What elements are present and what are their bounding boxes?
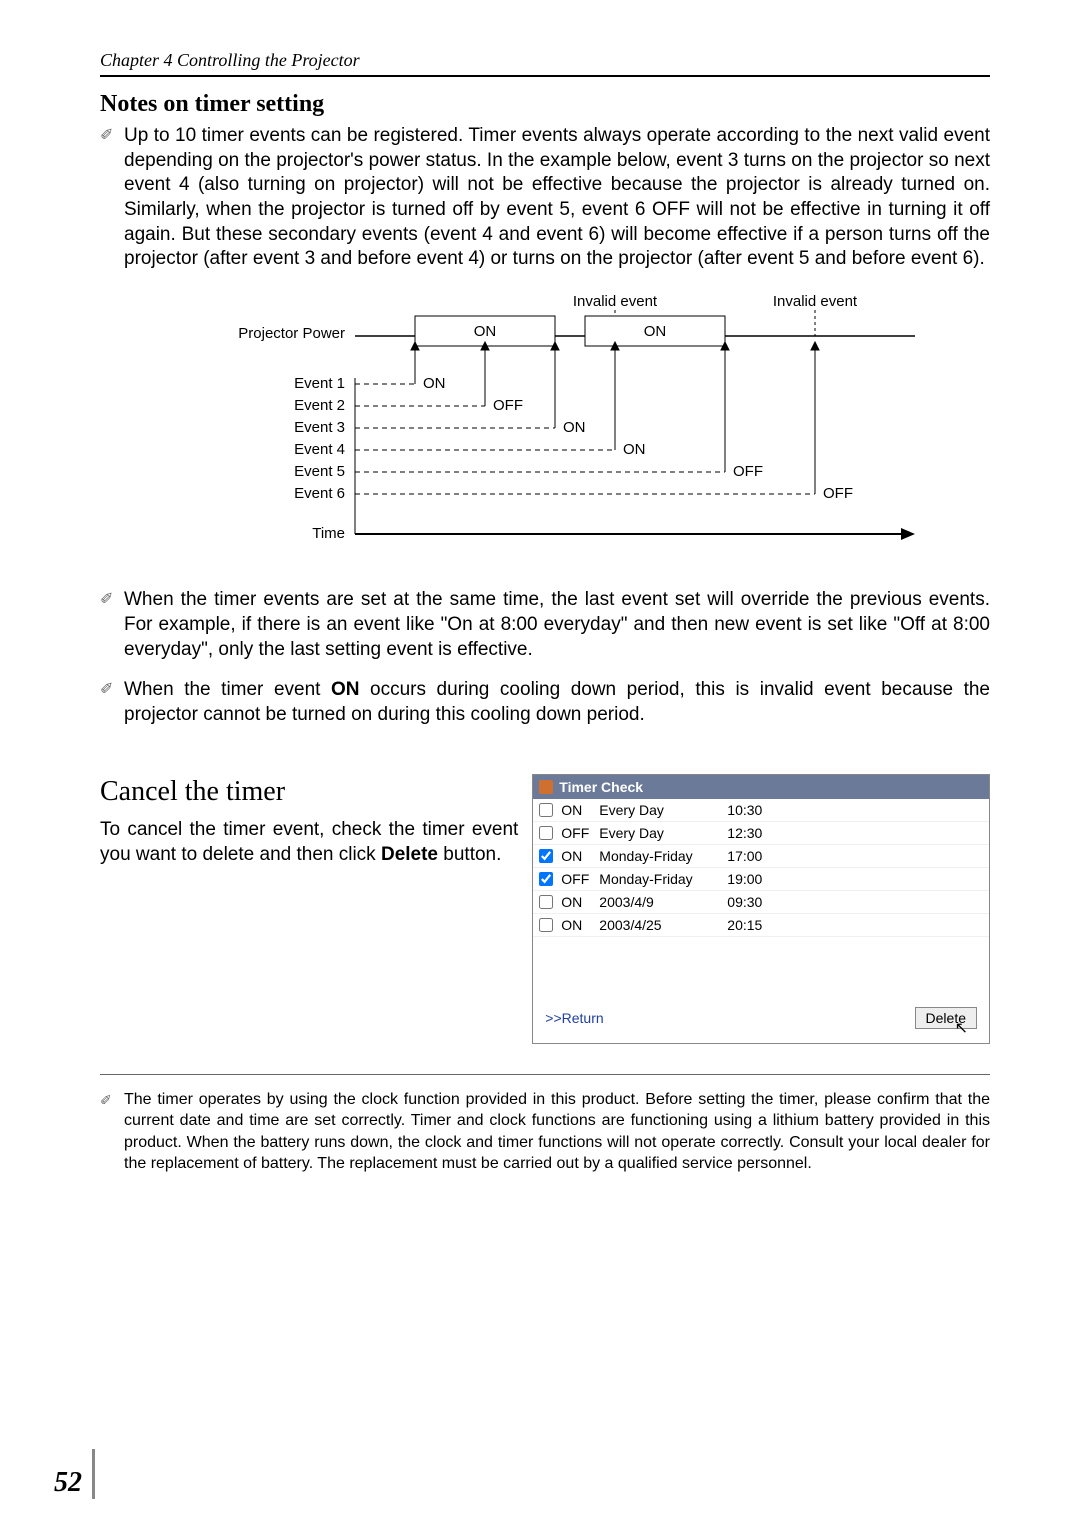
timer-row-time: 10:30 (727, 802, 777, 818)
cursor-icon: ↖ (955, 1018, 968, 1038)
timer-row-action: ON (561, 917, 591, 933)
para2-text: When the timer events are set at the sam… (124, 589, 990, 659)
timer-row: ON 2003/4/9 09:30 (533, 891, 989, 914)
event4-val: ON (623, 441, 646, 458)
timer-row: ON 2003/4/25 20:15 (533, 914, 989, 937)
page-number: 52 (54, 1467, 82, 1499)
event1-label: Event 1 (294, 375, 345, 392)
footnote: ✐ The timer operates by using the clock … (100, 1089, 990, 1175)
timer-list: ON Every Day 10:30 OFF Every Day 12:30 ON Monda… (533, 799, 989, 937)
timer-titlebar: Timer Check (533, 775, 989, 799)
on-box-2: ON (644, 323, 667, 340)
timer-row-action: OFF (561, 825, 591, 841)
timer-check-window: Timer Check ON Every Day 10:30 OFF Every Day… (532, 774, 990, 1044)
chapter-header: Chapter 4 Controlling the Projector (100, 50, 990, 77)
cancel-timer-title: Cancel the timer (100, 774, 518, 810)
time-label: Time (312, 525, 345, 542)
projector-power-label: Projector Power (238, 325, 345, 342)
event5-label: Event 5 (294, 463, 345, 480)
hand-icon: ✐ (100, 126, 113, 147)
timer-row: OFF Monday-Friday 19:00 (533, 868, 989, 891)
event6-val: OFF (823, 485, 853, 502)
hand-icon: ✐ (100, 1091, 112, 1110)
notes-paragraph-1: ✐ Up to 10 timer events can be registere… (100, 124, 990, 272)
cancel-text-bold: Delete (381, 844, 438, 865)
timer-row-action: ON (561, 848, 591, 864)
hand-icon: ✐ (100, 680, 113, 701)
timer-icon (539, 780, 553, 794)
timer-row: ON Every Day 10:30 (533, 799, 989, 822)
event2-label: Event 2 (294, 397, 345, 414)
timer-row-time: 09:30 (727, 894, 777, 910)
timer-row-checkbox[interactable] (539, 872, 553, 886)
timer-row-action: OFF (561, 871, 591, 887)
timer-row-day: Every Day (599, 802, 719, 818)
event3-val: ON (563, 419, 586, 436)
invalid-label-2: Invalid event (773, 293, 858, 310)
timer-row: ON Monday-Friday 17:00 (533, 845, 989, 868)
timer-diagram: Invalid event Invalid event Projector Po… (155, 288, 935, 558)
event4-label: Event 4 (294, 441, 345, 458)
timer-row-checkbox[interactable] (539, 918, 553, 932)
para3-pre: When the timer event (124, 679, 331, 700)
para1-text: Up to 10 timer events can be registered.… (124, 125, 990, 269)
para3-bold: ON (331, 679, 360, 700)
notes-paragraph-2: ✐ When the timer events are set at the s… (100, 588, 990, 662)
notes-paragraph-3: ✐ When the timer event ON occurs during … (100, 678, 990, 727)
delete-button[interactable]: Delete ↖ (915, 1007, 977, 1029)
timer-row-action: ON (561, 894, 591, 910)
return-link[interactable]: >>Return (545, 1010, 603, 1026)
event1-val: ON (423, 375, 446, 392)
timer-row-day: 2003/4/9 (599, 894, 719, 910)
timer-row-time: 12:30 (727, 825, 777, 841)
timer-row-time: 17:00 (727, 848, 777, 864)
footer-rule (100, 1074, 990, 1075)
cancel-text-post: button. (438, 844, 501, 865)
timer-row-action: ON (561, 802, 591, 818)
timer-row-checkbox[interactable] (539, 849, 553, 863)
footnote-text: The timer operates by using the clock fu… (124, 1091, 990, 1173)
event2-val: OFF (493, 397, 523, 414)
on-box-1: ON (474, 323, 497, 340)
timer-row-day: Monday-Friday (599, 848, 719, 864)
timer-row-checkbox[interactable] (539, 895, 553, 909)
event5-val: OFF (733, 463, 763, 480)
timer-row-time: 20:15 (727, 917, 777, 933)
timer-row-day: Monday-Friday (599, 871, 719, 887)
event3-label: Event 3 (294, 419, 345, 436)
section-title: Notes on timer setting (100, 91, 990, 118)
timer-row-checkbox[interactable] (539, 826, 553, 840)
timer-row-day: Every Day (599, 825, 719, 841)
invalid-label-1: Invalid event (573, 293, 658, 310)
timer-row-checkbox[interactable] (539, 803, 553, 817)
timer-row-day: 2003/4/25 (599, 917, 719, 933)
hand-icon: ✐ (100, 590, 113, 611)
timer-row: OFF Every Day 12:30 (533, 822, 989, 845)
event6-label: Event 6 (294, 485, 345, 502)
timer-row-time: 19:00 (727, 871, 777, 887)
page-side-bar (92, 1449, 95, 1499)
timer-title: Timer Check (559, 779, 643, 795)
